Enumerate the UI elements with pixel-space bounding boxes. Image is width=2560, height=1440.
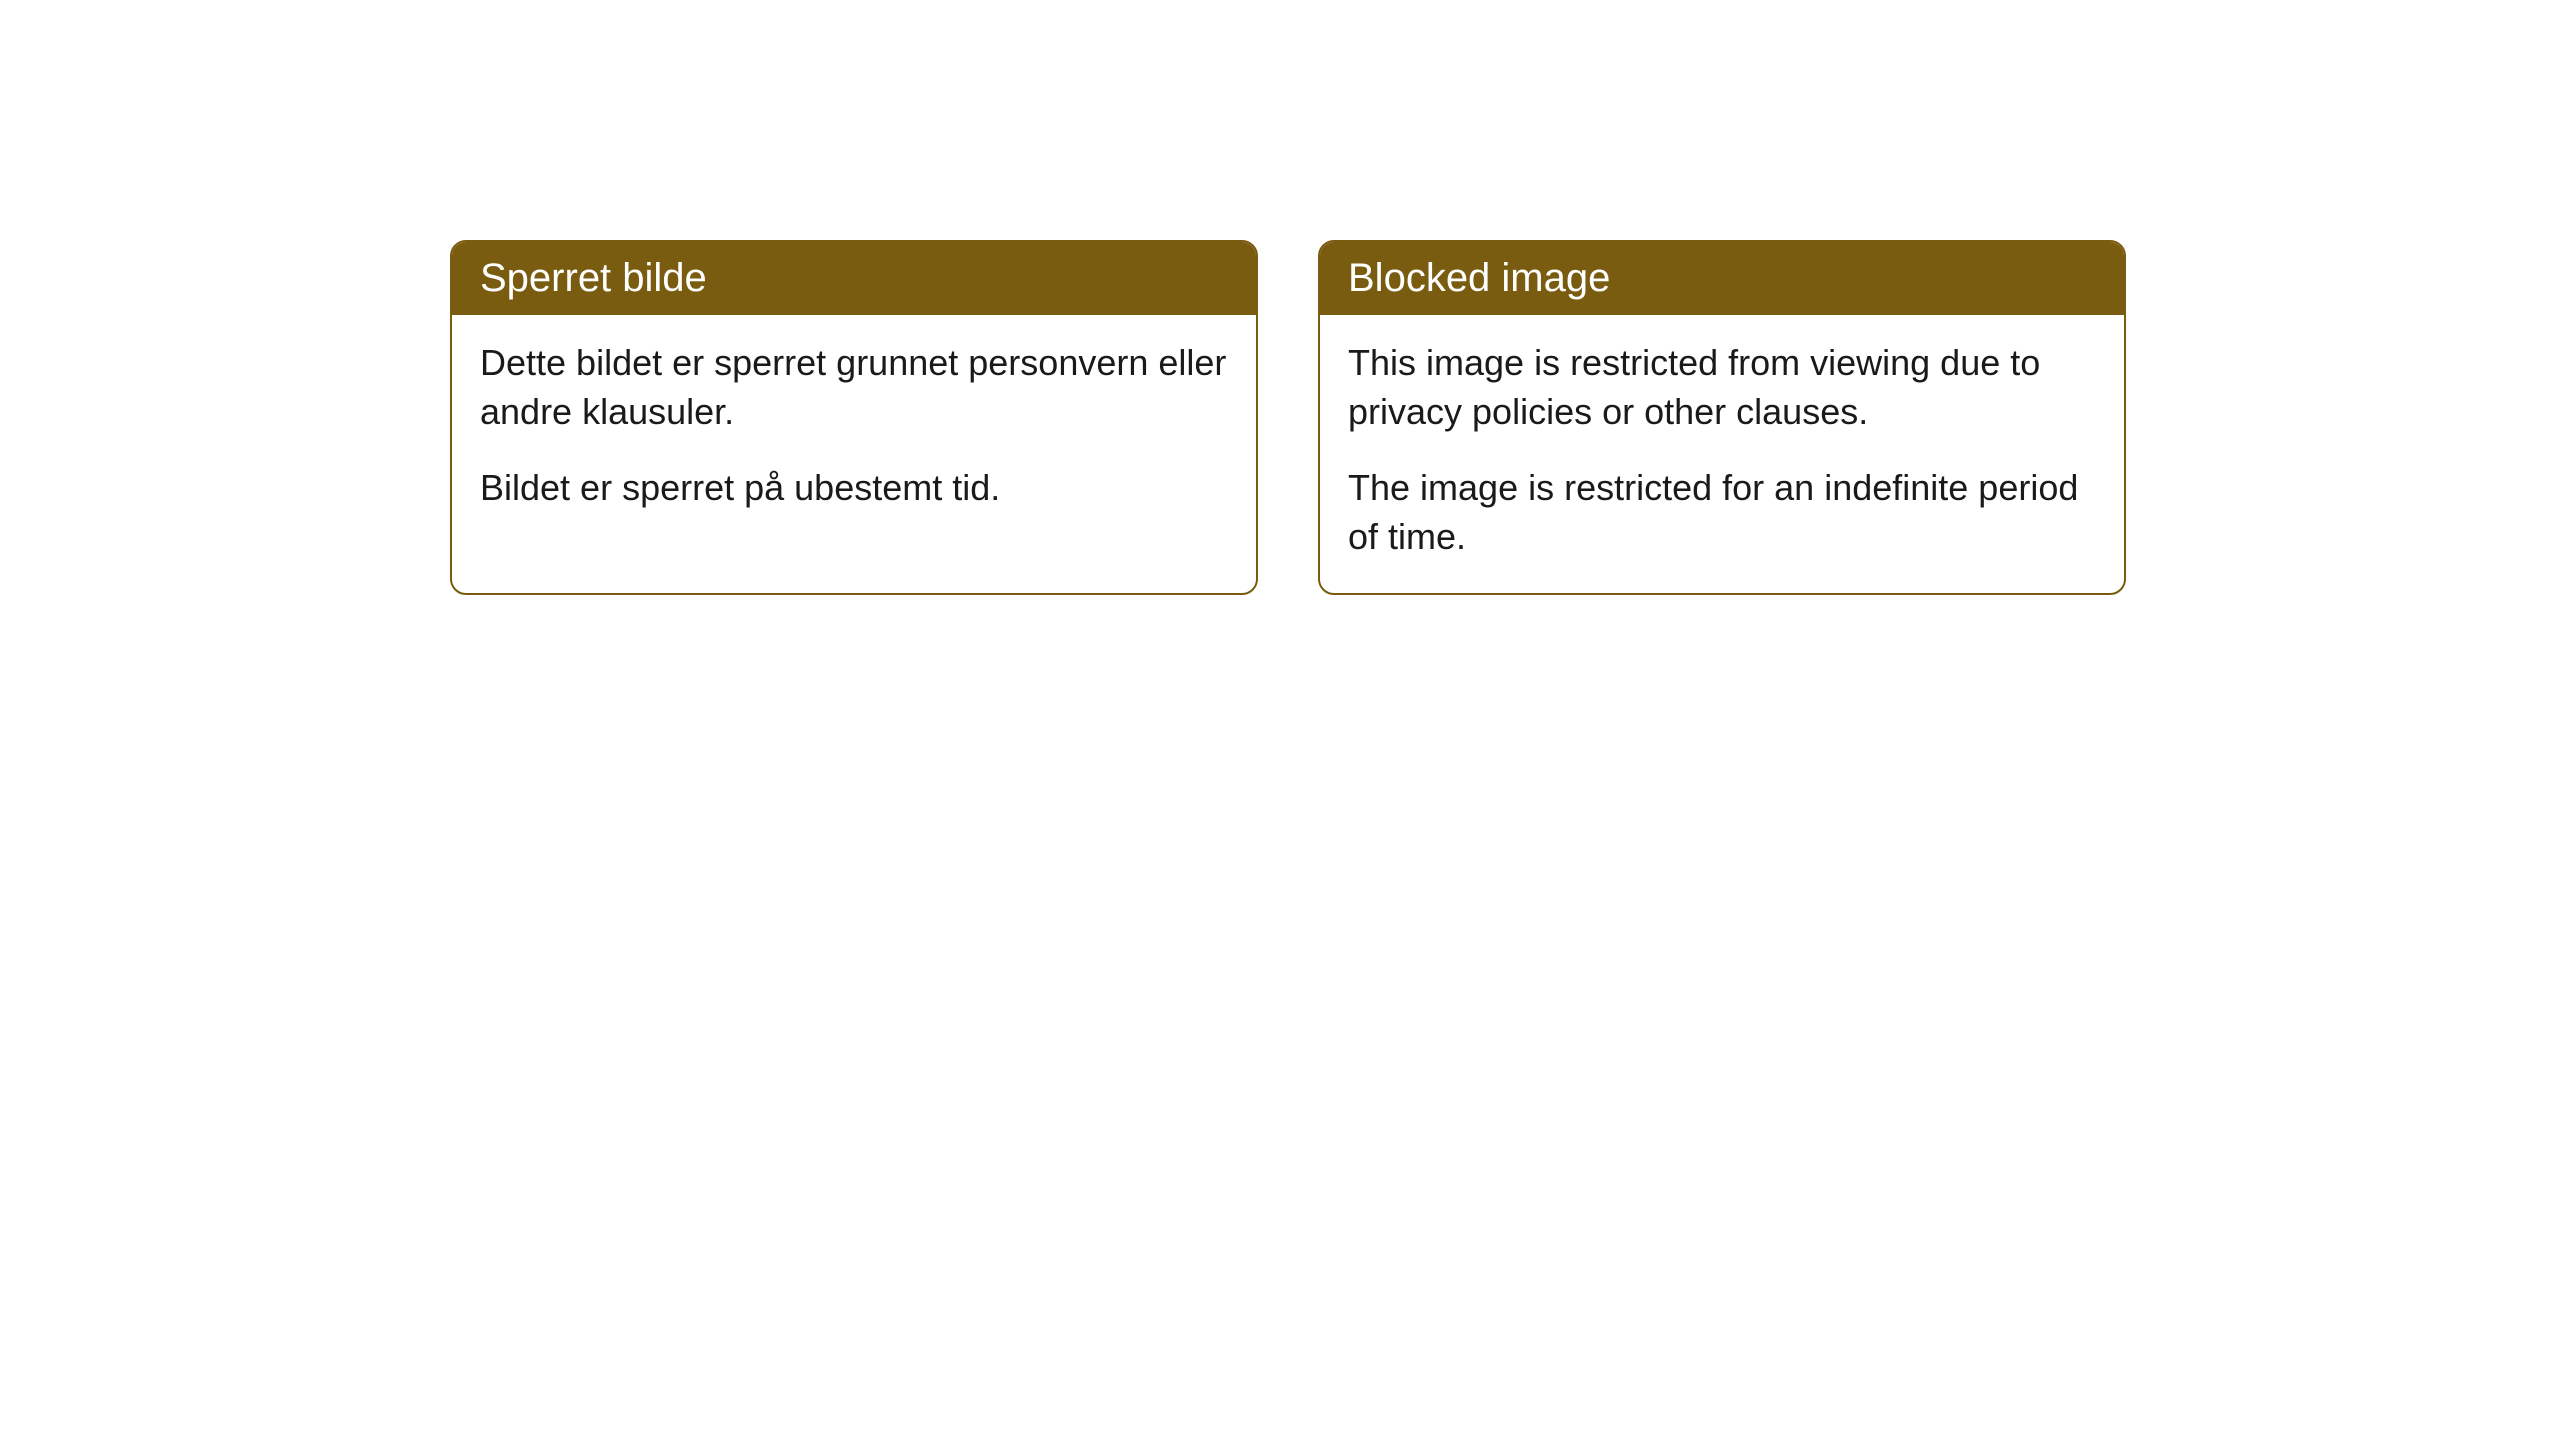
notice-paragraph: The image is restricted for an indefinit… <box>1348 464 2096 561</box>
notice-header-english: Blocked image <box>1320 242 2124 315</box>
notice-header-norwegian: Sperret bilde <box>452 242 1256 315</box>
notice-paragraph: Bildet er sperret på ubestemt tid. <box>480 464 1228 513</box>
notice-container: Sperret bilde Dette bildet er sperret gr… <box>0 0 2560 595</box>
notice-body-norwegian: Dette bildet er sperret grunnet personve… <box>452 315 1256 545</box>
notice-card-norwegian: Sperret bilde Dette bildet er sperret gr… <box>450 240 1258 595</box>
notice-paragraph: This image is restricted from viewing du… <box>1348 339 2096 436</box>
notice-paragraph: Dette bildet er sperret grunnet personve… <box>480 339 1228 436</box>
notice-card-english: Blocked image This image is restricted f… <box>1318 240 2126 595</box>
notice-body-english: This image is restricted from viewing du… <box>1320 315 2124 593</box>
